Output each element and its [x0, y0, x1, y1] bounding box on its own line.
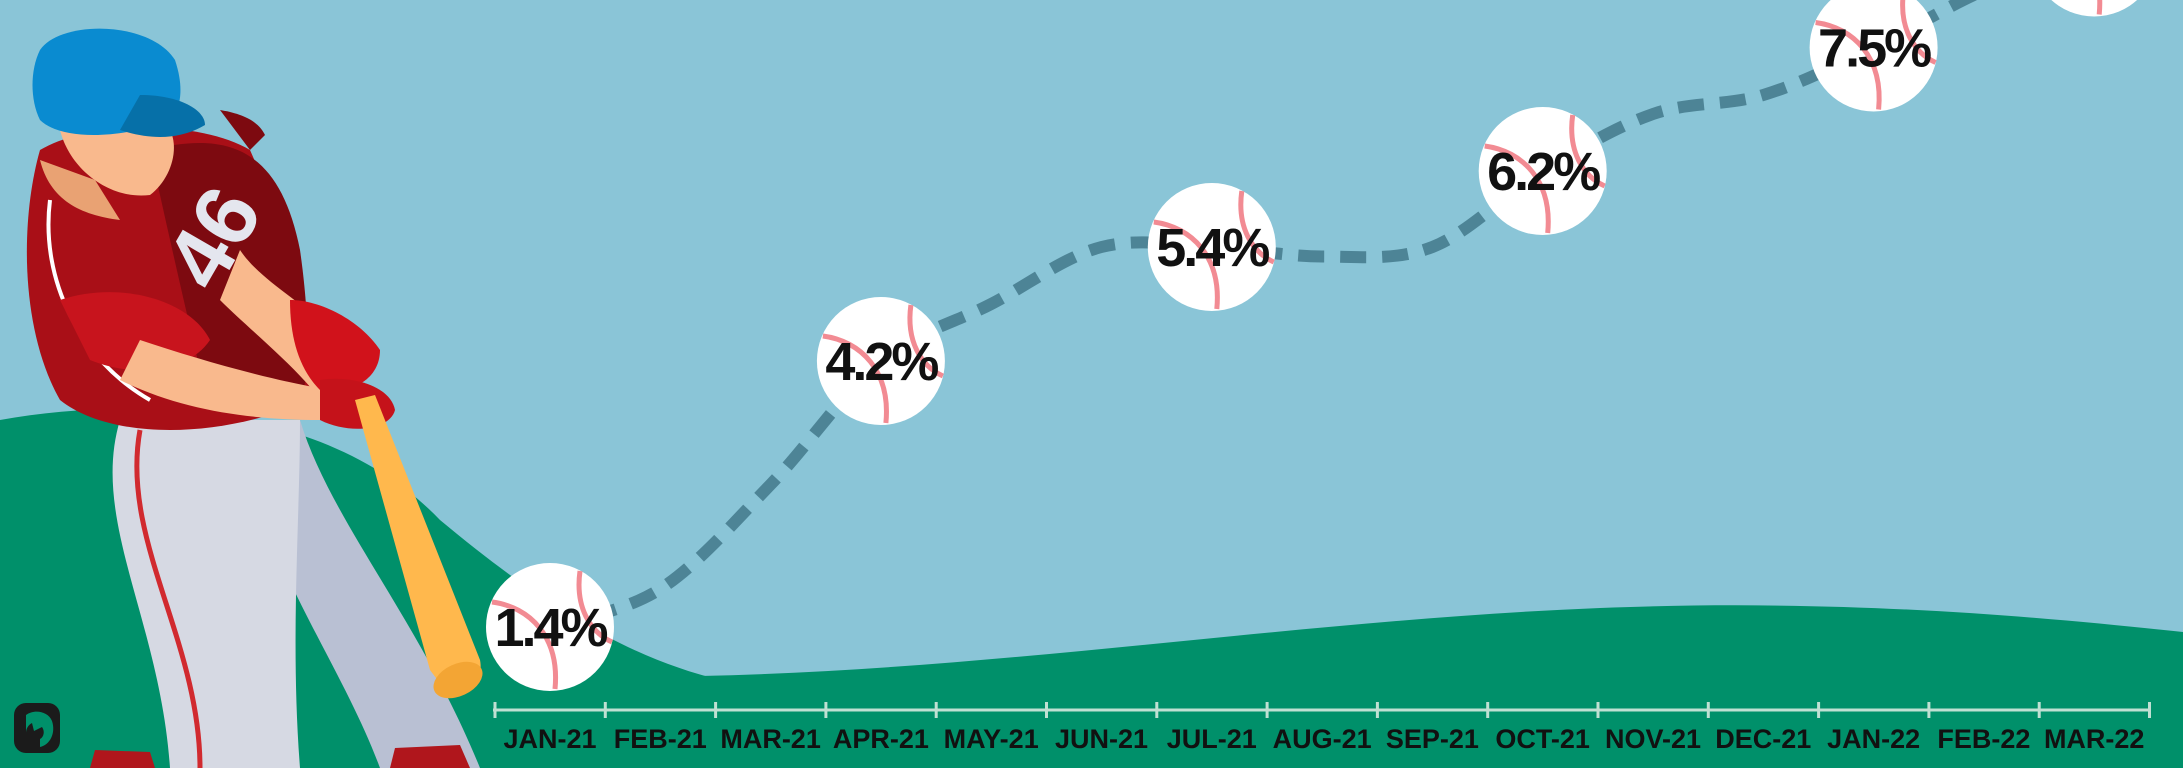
- x-tick-label: DEC-21: [1715, 724, 1811, 754]
- x-tick-label: SEP-21: [1386, 724, 1479, 754]
- data-point-baseball: 7.5%: [1809, 0, 1938, 112]
- data-point-baseball: 4.2%: [816, 297, 945, 425]
- x-tick-label: MAY-21: [944, 724, 1039, 754]
- data-label: 4.2%: [825, 332, 938, 392]
- front-hill: [0, 600, 2183, 768]
- x-tick-label: JUN-21: [1055, 724, 1148, 754]
- data-point-baseball: 8.5%: [2051, 0, 2138, 17]
- data-label: 7.5%: [1818, 19, 1931, 79]
- x-tick-label: NOV-21: [1605, 724, 1701, 754]
- x-axis: [493, 702, 2151, 718]
- data-label: 6.2%: [1487, 142, 1600, 202]
- x-tick-label: JAN-22: [1827, 724, 1920, 754]
- x-tick-label: APR-21: [833, 724, 929, 754]
- batter-illustration: 46: [26, 28, 483, 768]
- x-tick-labels: JAN-21 FEB-21 MAR-21 APR-21 MAY-21 JUN-21 JUL-…: [503, 724, 2144, 754]
- data-points: 1.4% 4.2% 5.4% 6.2% 7.5% 8.5%: [486, 0, 2138, 691]
- data-point-baseball: 6.2%: [1478, 107, 1607, 235]
- x-tick-label: JAN-21: [503, 724, 596, 754]
- x-tick-label: AUG-21: [1273, 724, 1372, 754]
- x-tick-label: FEB-21: [614, 724, 707, 754]
- elephant-logo: [14, 703, 60, 753]
- data-point-baseball: 5.4%: [1147, 183, 1276, 311]
- series-line: [548, 0, 1978, 633]
- x-tick-label: OCT-21: [1495, 724, 1590, 754]
- x-tick-label: MAR-21: [720, 724, 821, 754]
- x-tick-label: MAR-22: [2044, 724, 2145, 754]
- data-label: 5.4%: [1156, 218, 1269, 278]
- data-point-baseball: 1.4%: [486, 563, 614, 691]
- data-label: 1.4%: [494, 598, 607, 658]
- x-tick-label: JUL-21: [1167, 724, 1257, 754]
- x-tick-label: FEB-22: [1937, 724, 2030, 754]
